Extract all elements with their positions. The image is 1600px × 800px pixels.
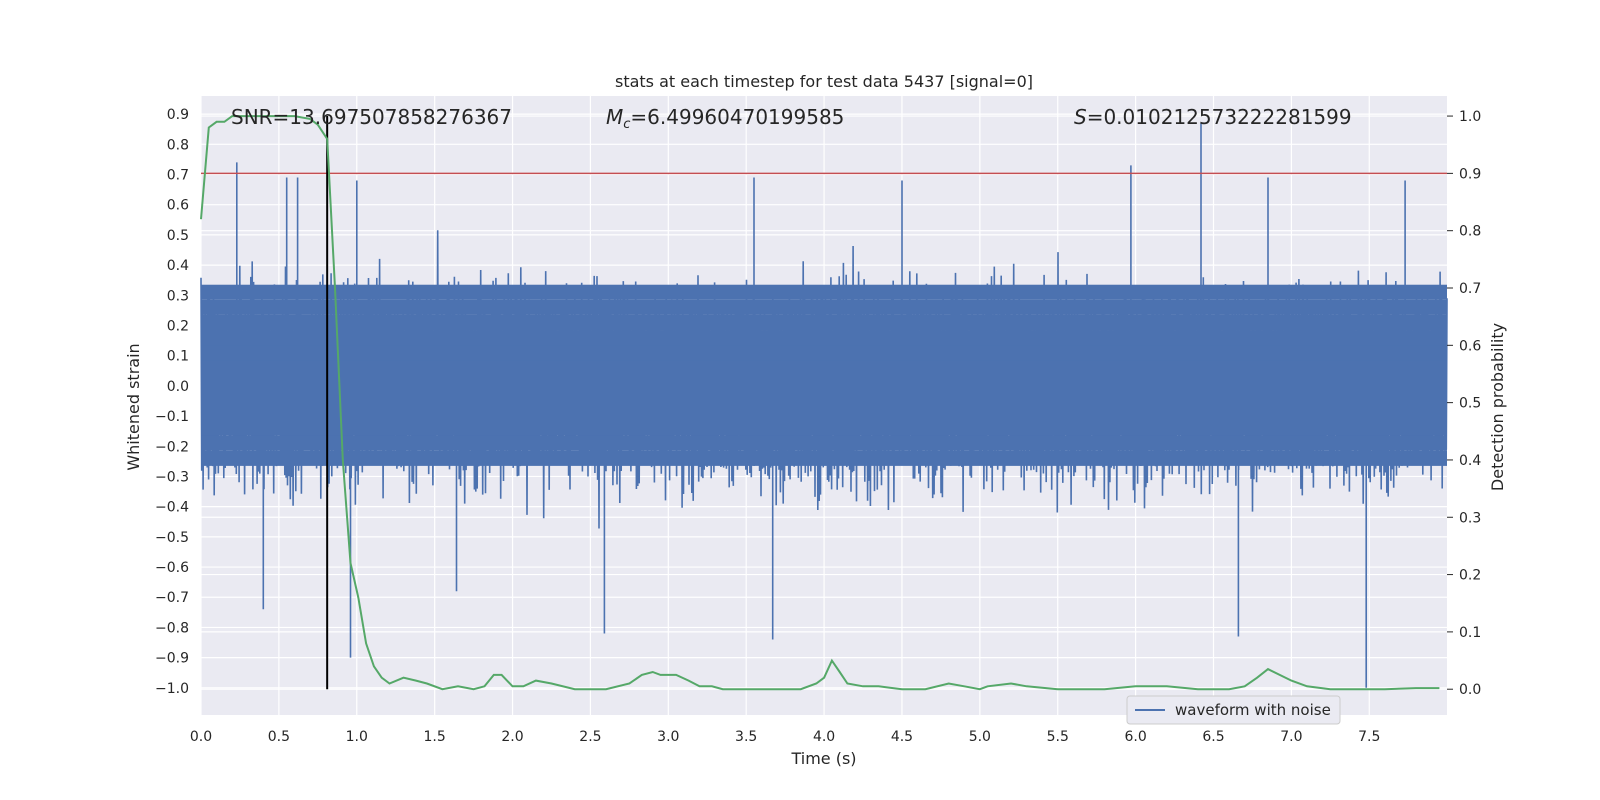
waveform-band (201, 284, 1447, 300)
x-tick-label: 1.5 (424, 729, 446, 745)
left-y-tick-label: 0.1 (167, 349, 189, 365)
right-y-tick-label: 0.4 (1459, 453, 1481, 469)
s-annotation: S=0.010212573222281599 (1074, 105, 1352, 129)
waveform-series (200, 123, 1448, 688)
x-tick-label: 2.5 (579, 729, 601, 745)
x-tick-label: 6.0 (1124, 729, 1146, 745)
right-y-tick-label: 1.0 (1459, 109, 1481, 125)
x-tick-label: 7.0 (1280, 729, 1302, 745)
chirp-mass-value: =6.49960470199585 (630, 105, 844, 129)
left-y-tick-label: 0.4 (167, 258, 189, 274)
x-tick-label: 4.5 (891, 729, 913, 745)
waveform-band (201, 450, 1447, 466)
left-y-tick-label: −0.7 (155, 590, 189, 606)
legend: waveform with noise (1126, 695, 1341, 725)
left-y-tick-label: 0.9 (167, 107, 189, 123)
left-y-tick-label: 0.3 (167, 288, 189, 304)
left-y-tick-label: −0.1 (155, 409, 189, 425)
right-y-tick-label: 0.7 (1459, 281, 1481, 297)
waveform-band (201, 330, 1447, 346)
x-tick-label: 7.5 (1358, 729, 1380, 745)
right-y-tick-label: 0.8 (1459, 224, 1481, 240)
waveform-band (201, 360, 1447, 376)
right-y-axis-ticks: 1.0 0.9 0.8 0.7 0.6 0.5 0.4 0.3 0.2 0.1 0.0 (1447, 109, 1481, 698)
right-y-tick-label: 0.1 (1459, 625, 1481, 641)
right-y-tick-label: 0.6 (1459, 338, 1481, 354)
s-value: =0.010212573222281599 (1087, 105, 1352, 129)
waveform-band (201, 405, 1447, 421)
x-tick-label: 1.0 (346, 729, 368, 745)
x-tick-label: 3.5 (735, 729, 757, 745)
x-tick-label: 6.5 (1202, 729, 1224, 745)
left-y-tick-label: 0.8 (167, 137, 189, 153)
legend-box (1126, 695, 1341, 725)
x-tick-label: 5.0 (969, 729, 991, 745)
probability-line (200, 115, 1440, 691)
overlay-lines (200, 115, 1447, 691)
x-axis-ticks: 0.0 0.5 1.0 1.5 2.0 2.5 3.0 3.5 4.0 4.5 5.0 5.5 6.0 6… (190, 729, 1381, 745)
left-y-tick-label: −0.9 (155, 651, 189, 667)
left-y-tick-label: 0.6 (167, 198, 189, 214)
right-y-tick-label: 0.0 (1459, 682, 1481, 698)
left-y-tick-label: 0.0 (167, 379, 189, 395)
waveform-band (201, 299, 1447, 315)
left-y-tick-label: −0.3 (155, 469, 189, 485)
x-tick-label: 3.0 (657, 729, 679, 745)
waveform-band (201, 375, 1447, 391)
chirp-mass-subscript: c (623, 117, 630, 132)
left-y-axis-ticks: 0.9 0.8 0.7 0.6 0.5 0.4 0.3 0.2 0.1 0.0 −0.1 −0.2 −0… (155, 107, 189, 697)
snr-annotation: SNR=13.697507858276367 (231, 105, 512, 129)
chart-title: stats at each timestep for test data 543… (615, 72, 1033, 91)
left-y-tick-label: −1.0 (155, 681, 189, 697)
waveform-band (201, 390, 1447, 406)
left-y-tick-label: 0.7 (167, 168, 189, 184)
waveform-band (201, 345, 1447, 361)
right-y-tick-label: 0.3 (1459, 510, 1481, 526)
x-tick-label: 0.5 (268, 729, 290, 745)
left-y-tick-label: −0.8 (155, 620, 189, 636)
chirp-mass-annotation: Mc=6.49960470199585 (606, 105, 844, 132)
waveform-band (201, 314, 1447, 331)
right-y-tick-label: 0.2 (1459, 568, 1481, 584)
chirp-mass-symbol: M (606, 105, 623, 129)
left-y-tick-label: −0.4 (155, 500, 189, 516)
left-y-tick-label: 0.5 (167, 228, 189, 244)
x-tick-label: 4.0 (813, 729, 835, 745)
left-y-tick-label: −0.6 (155, 560, 189, 576)
legend-label: waveform with noise (1175, 701, 1331, 719)
waveform-band (201, 435, 1447, 451)
right-y-tick-label: 0.5 (1459, 396, 1481, 412)
x-tick-label: 2.0 (501, 729, 523, 745)
s-symbol: S (1074, 105, 1087, 129)
right-y-axis-label: Detection probability (1488, 323, 1507, 491)
x-tick-label: 5.5 (1047, 729, 1069, 745)
left-y-tick-label: −0.5 (155, 530, 189, 546)
left-y-tick-label: −0.2 (155, 439, 189, 455)
x-axis-label: Time (s) (790, 749, 856, 768)
right-y-tick-label: 0.9 (1459, 166, 1481, 182)
waveform-band (201, 420, 1447, 436)
left-y-tick-label: 0.2 (167, 318, 189, 334)
left-y-axis-label: Whitened strain (124, 343, 143, 470)
x-tick-label: 0.0 (190, 729, 212, 745)
